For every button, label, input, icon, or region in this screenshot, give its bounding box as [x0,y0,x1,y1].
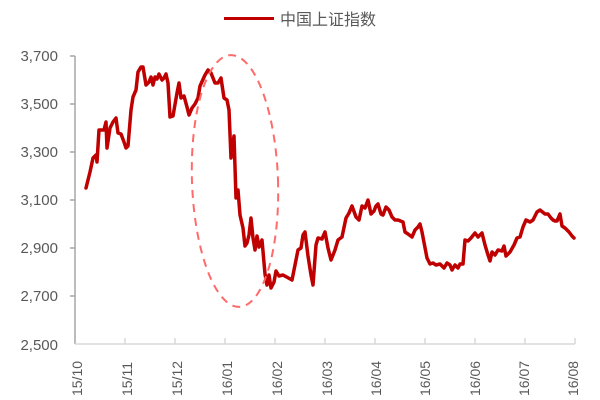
y-tick-label: 3,700 [20,48,58,65]
legend-label: 中国上证指数 [279,10,376,29]
y-tick-labels: 3,700 3,500 3,300 3,100 2,900 2,700 2,50… [20,48,58,354]
x-tick-label: 15/12 [169,361,185,396]
y-axis [70,55,76,344]
x-tick-label: 16/05 [417,361,433,396]
x-tick-label: 16/07 [516,361,532,396]
legend: 中国上证指数 [0,6,600,30]
y-tick-label: 3,100 [20,192,58,209]
x-tick-label: 16/03 [319,361,335,396]
legend-swatch [223,16,274,20]
x-axis [75,338,576,345]
y-tick-label: 3,500 [20,96,58,113]
x-tick-label: 16/02 [269,361,285,396]
highlight-ellipse-annotation [190,54,280,308]
x-tick-label: 15/11 [119,362,135,396]
x-tick-labels: 15/10 15/11 15/12 16/01 16/02 16/03 16/0… [69,361,581,396]
y-tick-label: 2,700 [20,288,58,305]
x-tick-label: 16/01 [219,361,235,396]
x-tick-label: 16/08 [565,361,581,396]
series-line-shanghai-composite [84,65,576,290]
x-tick-label: 16/06 [467,361,483,396]
y-tick-label: 3,300 [20,144,58,161]
x-tick-label: 16/04 [368,361,384,396]
y-tick-label: 2,500 [20,337,58,354]
x-tick-label: 15/10 [69,361,85,396]
y-tick-label: 2,900 [20,240,58,257]
